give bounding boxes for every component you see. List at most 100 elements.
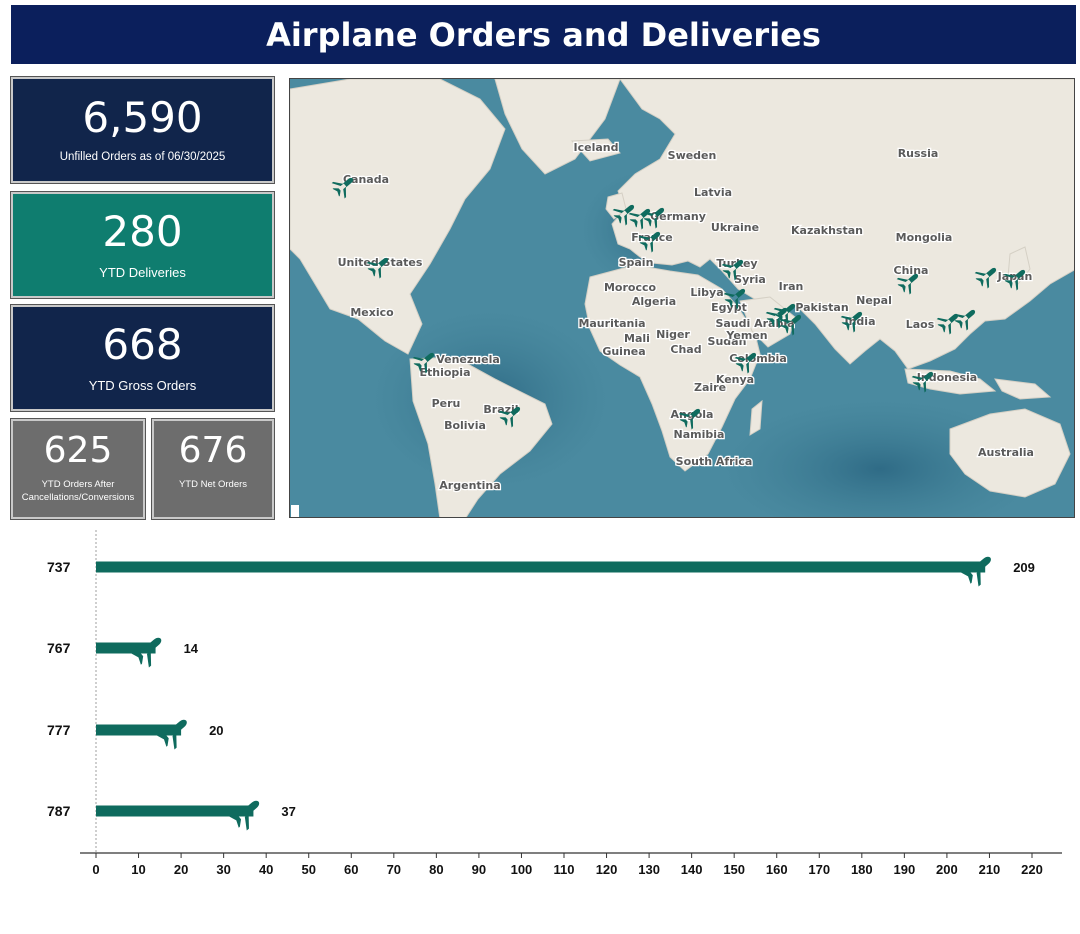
map-label: Pakistan [795, 301, 848, 314]
map-label: Latvia [694, 186, 732, 199]
x-tick-label: 140 [681, 862, 703, 877]
iceland [570, 138, 621, 162]
map-label: Iceland [574, 141, 619, 154]
x-tick-label: 180 [851, 862, 873, 877]
x-tick-label: 70 [387, 862, 401, 877]
x-tick-label: 220 [1021, 862, 1043, 877]
kpi-unfilled-label: Unfilled Orders as of 06/30/2025 [59, 151, 226, 163]
south-america [409, 356, 553, 517]
map-label: Argentina [439, 479, 500, 492]
map-label: Nepal [856, 294, 892, 307]
map-label: Germany [650, 210, 706, 223]
map-label: Egypt [711, 301, 747, 314]
map-label: Canada [343, 173, 389, 186]
bar [96, 642, 156, 654]
bar [96, 724, 182, 736]
map-label: Laos [906, 318, 935, 331]
map-label: India [845, 315, 876, 328]
map-label: Peru [432, 397, 461, 410]
kpi-net-value: 676 [178, 429, 248, 471]
map-label: Russia [898, 147, 939, 160]
kpi-after-cancel-label-line1: YTD Orders After [41, 479, 115, 491]
world-map-canvas[interactable]: Iceland Sweden Russia Canada Latvia Germany Uk… [290, 79, 1075, 518]
x-tick-label: 0 [92, 862, 99, 877]
x-tick-label: 120 [596, 862, 618, 877]
value-label: 20 [209, 723, 223, 738]
bar [96, 561, 986, 573]
bars: 737 209 767 14 777 20 787 37 [47, 546, 1035, 834]
map-label: Iran [779, 280, 804, 293]
bar-chart: 0 10 20 30 40 50 60 70 80 90 100 110 120 130 140 150 160… [47, 530, 1062, 877]
map-label: Chad [670, 343, 701, 356]
map-label: Kazakhstan [791, 224, 863, 237]
kpi-gross-label: YTD Gross Orders [88, 377, 197, 393]
map-label: Venezuela [436, 353, 500, 366]
x-tick-label: 130 [638, 862, 660, 877]
map-label: Bolivia [444, 419, 486, 432]
kpi-ytd-gross-orders: 668 YTD Gross Orders [10, 304, 275, 412]
new-guinea [994, 378, 1052, 400]
x-tick-label: 50 [301, 862, 315, 877]
kpi-orders-after-cancellations: 625 YTD Orders After Cancellations/Conve… [10, 418, 146, 520]
map-label: Japan [997, 270, 1033, 283]
page-title: Airplane Orders and Deliveries [11, 5, 1076, 64]
category-label: 777 [47, 722, 71, 738]
kpi-unfilled-value: 6,590 [82, 93, 203, 142]
x-tick-label: 110 [554, 862, 575, 877]
australia [949, 408, 1071, 498]
x-tick-label: 100 [511, 862, 533, 877]
kpi-deliveries-label: YTD Deliveries [99, 264, 186, 280]
africa [584, 264, 761, 472]
x-tick-label: 160 [766, 862, 788, 877]
kpi-after-cancel-value: 625 [43, 430, 113, 472]
x-tick-label: 60 [344, 862, 358, 877]
x-tick-label: 10 [131, 862, 145, 877]
kpi-after-cancel-label-line2: Cancellations/Conversions [21, 492, 135, 503]
map-control[interactable] [291, 505, 299, 517]
map-label: Yemen [725, 329, 767, 342]
value-label: 14 [184, 641, 199, 656]
x-tick-label: 80 [429, 862, 443, 877]
map-label: Zaire [694, 381, 726, 394]
value-label: 37 [281, 804, 295, 819]
x-tick-label: 170 [808, 862, 830, 877]
x-tick-label: 30 [216, 862, 230, 877]
category-label: 767 [47, 640, 71, 656]
kpi-unfilled-orders: 6,590 Unfilled Orders as of 06/30/2025 [10, 76, 275, 184]
x-tick-label: 150 [723, 862, 745, 877]
world-map[interactable]: Iceland Sweden Russia Canada Latvia Germany Uk… [289, 78, 1075, 518]
map-label: Algeria [632, 295, 676, 308]
map-label: Mauritania [578, 317, 645, 330]
map-label: Sweden [668, 149, 717, 162]
x-tick-label: 200 [936, 862, 958, 877]
map-label: South Africa [676, 455, 753, 468]
map-label: Mexico [350, 306, 394, 319]
map-label: Kenya [716, 373, 754, 386]
category-label: 737 [47, 559, 71, 575]
map-label: Namibia [674, 428, 725, 441]
kpi-net-label: YTD Net Orders [178, 478, 248, 490]
map-label: Sudan [708, 335, 747, 348]
map-label: Colombia [729, 352, 787, 365]
greenland [494, 79, 621, 175]
kpi-ytd-net-orders: 676 YTD Net Orders [151, 418, 275, 520]
map-label: Saudi Arabia [715, 317, 794, 330]
value-label: 209 [1013, 560, 1035, 575]
japan [1007, 246, 1031, 285]
x-tick-label: 190 [894, 862, 916, 877]
map-label: Australia [978, 446, 1034, 459]
north-america [290, 79, 506, 355]
kpi-gross-value: 668 [102, 319, 183, 369]
map-label: Niger [656, 328, 690, 341]
kpi-after-cancel-label: YTD Orders After Cancellations/Conversio… [22, 479, 134, 505]
map-label: Ukraine [711, 221, 759, 234]
kpi-deliveries-value: 280 [102, 206, 183, 256]
madagascar [749, 399, 763, 436]
bar [96, 805, 254, 817]
map-label: Mali [624, 332, 650, 345]
map-label: Ethiopia [420, 366, 471, 379]
map-label: Spain [619, 256, 654, 269]
x-tick-label: 90 [472, 862, 486, 877]
x-tick-label: 40 [259, 862, 273, 877]
map-label: Morocco [604, 281, 657, 294]
